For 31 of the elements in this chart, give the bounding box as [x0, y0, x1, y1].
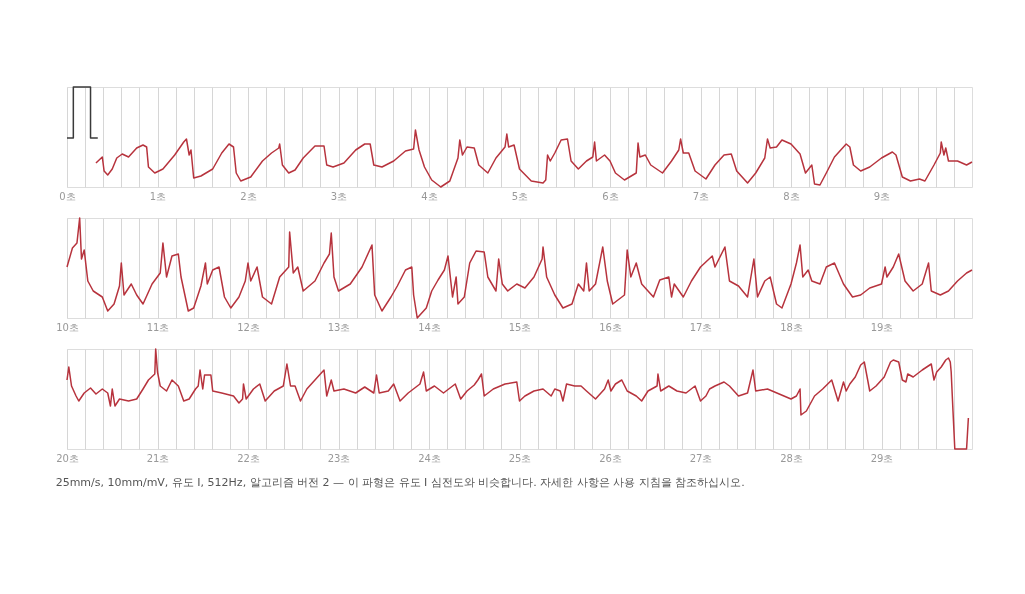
x-tick-label: 9초 — [873, 190, 891, 202]
x-tick-label: 16초 — [599, 321, 622, 333]
x-tick-label: 8초 — [783, 190, 800, 202]
x-tick-label: 21초 — [146, 452, 170, 464]
x-tick-label: 17초 — [689, 321, 713, 333]
x-tick-label: 28초 — [780, 452, 803, 464]
x-tick-label: 11초 — [146, 321, 170, 333]
x-tick-label: 26초 — [599, 452, 622, 464]
x-tick-label: 27초 — [689, 452, 713, 464]
x-tick-label: 6초 — [602, 190, 619, 202]
text: 25mm/s, 10mm/mV, 유도 I, 512Hz, 알고리즘 버전 2 — 이 파형은 유도 I 심전도와 비슷합니다. 자세한 사항은 사용 지침을 참조하십시오. — [55, 476, 745, 489]
x-tick-label: 0초 — [59, 190, 76, 202]
x-tick-label: 23초 — [327, 452, 351, 464]
x-tick-label: 20초 — [56, 452, 79, 464]
x-tick-label: 29초 — [870, 452, 894, 464]
x-tick-label: 4초 — [421, 190, 438, 202]
x-tick-label: 7초 — [692, 190, 710, 202]
x-tick-label: 24초 — [418, 452, 441, 464]
x-tick-label: 18초 — [780, 321, 803, 333]
x-tick-label: 22초 — [237, 452, 260, 464]
x-tick-label: 3초 — [330, 190, 348, 202]
x-tick-label: 1초 — [149, 190, 167, 202]
x-tick-label: 13초 — [327, 321, 351, 333]
x-tick-label: 5초 — [511, 190, 529, 202]
x-tick-label: 19초 — [870, 321, 894, 333]
x-tick-label: 10초 — [56, 321, 79, 333]
x-tick-label: 12초 — [237, 321, 260, 333]
x-tick-label: 2초 — [240, 190, 257, 202]
x-tick-label: 15초 — [508, 321, 532, 333]
x-tick-label: 25초 — [508, 452, 532, 464]
x-tick-label: 14초 — [418, 321, 441, 333]
